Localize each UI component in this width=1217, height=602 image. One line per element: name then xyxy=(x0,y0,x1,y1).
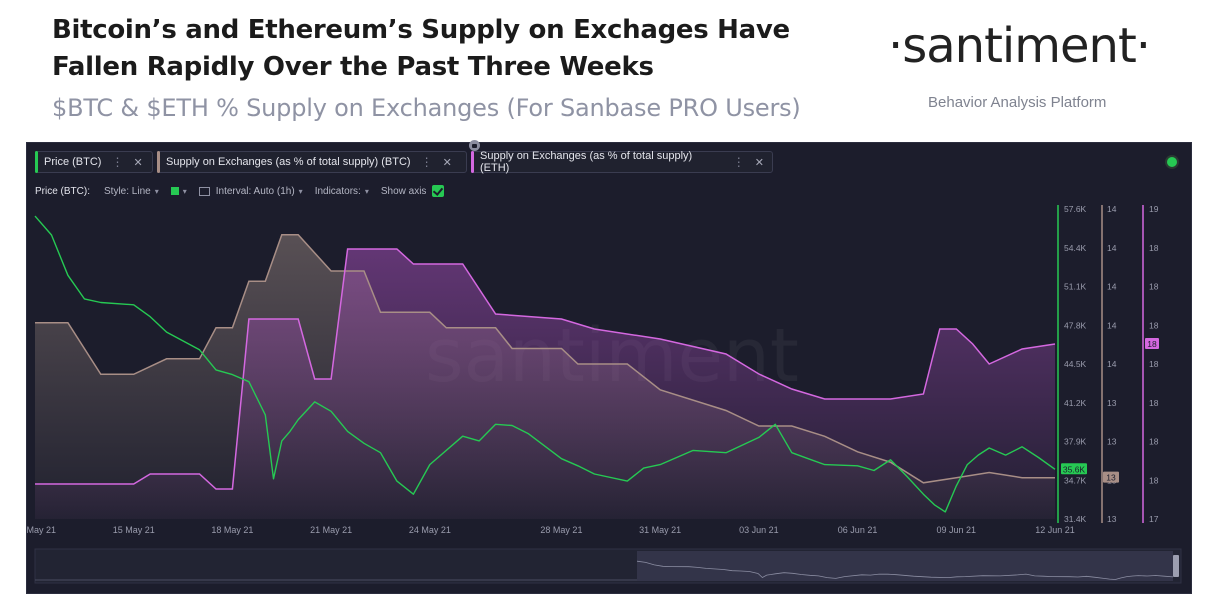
chevron-down-icon: ▾ xyxy=(154,186,159,196)
x-tick-label: 03 Jun 21 xyxy=(739,525,779,535)
y-tick-label: 13 xyxy=(1107,437,1117,447)
calendar-icon xyxy=(198,186,210,196)
more-icon[interactable]: ⋮ xyxy=(732,155,745,169)
tab-label: Supply on Exchanges (as % of total suppl… xyxy=(480,150,693,174)
y-tick-label: 19 xyxy=(1149,204,1159,214)
tab-label: Price (BTC) xyxy=(44,156,102,168)
tab-price-btc[interactable]: Price (BTC) ⋮ ✕ xyxy=(35,151,153,173)
y-tick-label: 18 xyxy=(1149,398,1159,408)
tab-supply-eth[interactable]: Supply on Exchanges (as % of total suppl… xyxy=(471,150,773,174)
indicators-dropdown[interactable]: Indicators: ▾ xyxy=(314,185,369,197)
y-tick-label: 18 xyxy=(1149,320,1159,330)
more-icon[interactable]: ⋮ xyxy=(111,155,124,169)
status-dot-icon[interactable] xyxy=(1167,157,1177,167)
chevron-down-icon: ▾ xyxy=(364,186,369,196)
navigator-sparkline xyxy=(636,560,1174,580)
y-tick-label: 14 xyxy=(1107,320,1117,330)
style-dropdown[interactable]: Style: Line ▾ xyxy=(104,185,159,197)
y-tick-label: 13 xyxy=(1107,514,1117,524)
last-value-label: 18 xyxy=(1147,339,1157,349)
y-tick-label: 18 xyxy=(1149,475,1159,485)
tab-label: Supply on Exchanges (as % of total suppl… xyxy=(166,156,411,168)
series-price-btc-line xyxy=(34,215,1056,513)
checkbox-icon[interactable] xyxy=(432,185,445,197)
more-icon[interactable]: ⋮ xyxy=(420,155,433,169)
chevron-down-icon: ▾ xyxy=(298,186,303,196)
y-tick-label: 14 xyxy=(1107,243,1117,253)
x-tick-label: 09 Jun 21 xyxy=(937,525,977,535)
show-axis-toggle[interactable]: Show axis xyxy=(381,185,445,197)
y-tick-label: 13 xyxy=(1107,398,1117,408)
y-tick-label: 37.9K xyxy=(1064,437,1087,447)
lock-icon xyxy=(469,140,480,151)
page-subtitle: $BTC & $ETH % Supply on Exchanges (For S… xyxy=(52,94,801,122)
y-tick-label: 31.4K xyxy=(1064,514,1087,524)
logo-tagline: Behavior Analysis Platform xyxy=(928,94,1107,111)
x-tick-label: 12 Jun 21 xyxy=(1035,525,1075,535)
y-tick-label: 14 xyxy=(1107,204,1117,214)
y-tick-label: 44.5K xyxy=(1064,359,1087,369)
interval-dropdown[interactable]: Interval: Auto (1h) ▾ xyxy=(198,186,303,197)
y-tick-label: 14 xyxy=(1107,359,1117,369)
x-tick-label: 31 May 21 xyxy=(639,525,681,535)
y-tick-label: 18 xyxy=(1149,243,1159,253)
last-value-badge xyxy=(1145,338,1159,349)
last-value-label: 13 xyxy=(1106,473,1116,483)
y-tick-label: 57.6K xyxy=(1064,204,1087,214)
y-tick-label: 41.2K xyxy=(1064,398,1087,408)
y-tick-label: 18 xyxy=(1149,437,1159,447)
y-tick-label: 51.1K xyxy=(1064,282,1087,292)
close-icon[interactable]: ✕ xyxy=(442,156,452,169)
tab-supply-btc[interactable]: Supply on Exchanges (as % of total suppl… xyxy=(157,151,467,173)
color-dropdown[interactable]: ▾ xyxy=(170,186,187,196)
last-value-badge xyxy=(1103,471,1119,483)
x-tick-label: 12 May 21 xyxy=(27,525,56,535)
last-value-label: 35.6K xyxy=(1063,464,1086,474)
y-tick-label: 34.7K xyxy=(1064,475,1087,485)
y-tick-label: 14 xyxy=(1107,282,1117,292)
metric-label: Price (BTC): xyxy=(35,185,90,197)
y-tick-label: 18 xyxy=(1149,282,1159,292)
y-tick-label: 54.4K xyxy=(1064,243,1087,253)
x-tick-label: 24 May 21 xyxy=(409,525,451,535)
last-value-badge xyxy=(1061,463,1087,475)
close-icon[interactable]: ✕ xyxy=(133,156,143,169)
y-tick-label: 17 xyxy=(1149,514,1159,524)
y-tick-label: 18 xyxy=(1149,359,1159,369)
metric-toolbar: Price (BTC): Style: Line ▾ ▾ Interval: Au… xyxy=(35,183,456,199)
santiment-logo: ·santiment· xyxy=(888,18,1151,74)
navigator-selection xyxy=(637,551,1173,581)
x-tick-label: 06 Jun 21 xyxy=(838,525,878,535)
series-eth-supply-line xyxy=(35,248,1056,490)
series-eth-supply-area xyxy=(35,249,1055,519)
x-tick-label: 15 May 21 xyxy=(113,525,155,535)
x-tick-label: 18 May 21 xyxy=(211,525,253,535)
page-title: Bitcoin’s and Ethereum’s Supply on Excha… xyxy=(52,15,790,82)
color-swatch-icon xyxy=(170,187,179,195)
series-btc-supply-line xyxy=(35,234,1055,484)
x-tick-label: 21 May 21 xyxy=(310,525,352,535)
chevron-down-icon: ▾ xyxy=(182,186,187,196)
close-icon[interactable]: ✕ xyxy=(754,156,764,169)
navigator-handle xyxy=(1173,555,1179,577)
y-tick-label: 47.8K xyxy=(1064,320,1087,330)
x-tick-label: 28 May 21 xyxy=(540,525,582,535)
